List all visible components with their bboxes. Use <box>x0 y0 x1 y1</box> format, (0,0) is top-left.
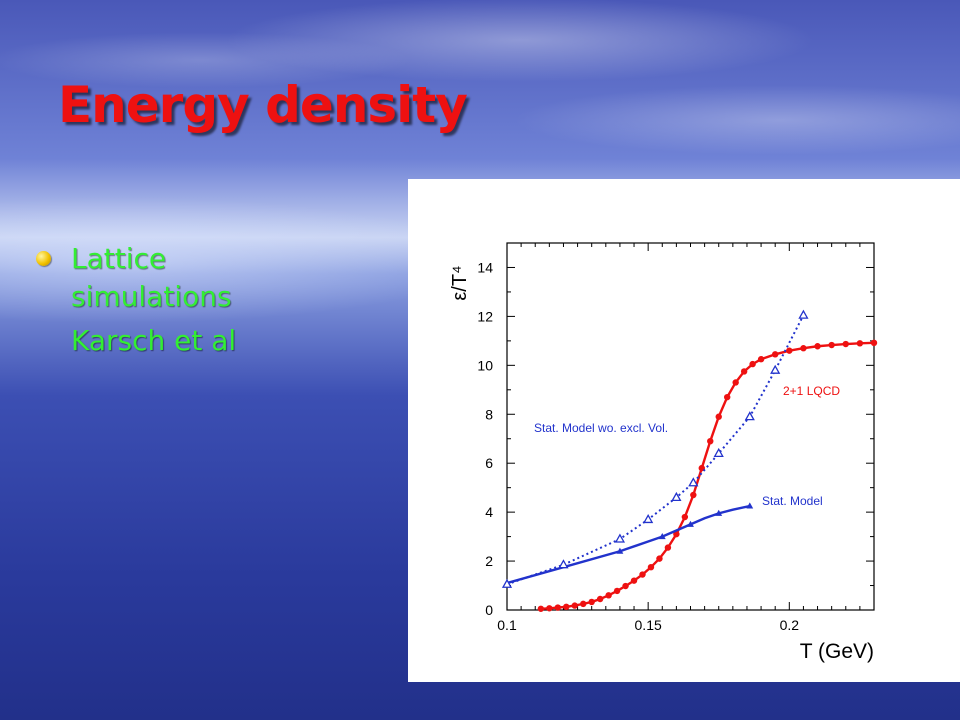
data-point <box>732 379 739 386</box>
data-point <box>746 502 754 509</box>
data-point <box>671 491 682 502</box>
series-label: Stat. Model <box>762 494 823 508</box>
x-tick-label: 0.2 <box>780 617 800 633</box>
data-point <box>744 411 755 421</box>
data-point <box>681 513 689 521</box>
series-label: 2+1 LQCD <box>783 384 840 398</box>
bullet-item: Lattice simulations <box>36 240 376 316</box>
data-point <box>771 351 779 358</box>
data-point <box>658 533 666 540</box>
data-point <box>656 555 663 562</box>
y-tick-label: 12 <box>477 308 493 324</box>
data-point <box>770 364 781 374</box>
data-point <box>842 340 849 348</box>
data-point <box>588 598 595 606</box>
data-point <box>724 393 731 401</box>
data-point <box>814 343 821 350</box>
y-tick-label: 8 <box>485 406 493 422</box>
series-label: Stat. Model wo. excl. Vol. <box>534 421 668 435</box>
y-tick-label: 14 <box>477 259 493 275</box>
data-point <box>687 520 694 527</box>
data-point <box>673 530 680 538</box>
data-point <box>688 477 699 487</box>
data-point <box>501 578 513 588</box>
data-point <box>715 413 722 420</box>
data-point <box>800 345 807 352</box>
x-axis-label: T (GeV) <box>800 640 874 663</box>
data-point <box>664 544 672 551</box>
bullet-list: Lattice simulations Karsch et al <box>36 240 376 360</box>
y-tick-label: 0 <box>485 602 493 618</box>
data-point <box>630 577 638 584</box>
data-point <box>749 360 756 368</box>
data-point <box>563 603 570 611</box>
data-point <box>870 339 878 347</box>
data-point <box>713 447 724 458</box>
data-point <box>740 368 748 375</box>
y-tick-label: 2 <box>485 553 493 569</box>
data-point <box>786 347 793 354</box>
data-point <box>537 605 545 612</box>
bullet-dot-icon <box>36 251 51 266</box>
x-tick-label: 0.1 <box>497 617 517 633</box>
data-point <box>757 356 765 363</box>
series-line-0 <box>540 341 874 610</box>
data-point <box>643 513 654 524</box>
data-point <box>856 340 864 347</box>
data-point <box>715 509 723 516</box>
data-point <box>546 605 553 612</box>
y-tick-label: 10 <box>477 357 493 373</box>
x-tick-label: 0.15 <box>635 617 662 633</box>
slide-title: Energy density <box>58 76 468 134</box>
data-point <box>798 309 809 319</box>
y-tick-label: 4 <box>485 504 493 520</box>
series-line-2 <box>507 314 805 586</box>
chart-panel: 0 2 4 6 8 10 12 14 0.1 0.15 0.2 T (GeV) ε/T⁴ 2+1 LQCD… <box>408 179 960 682</box>
energy-density-chart: 0 2 4 6 8 10 12 14 0.1 0.15 0.2T (GeV) ε/T⁴ 2+1 LQCD… <box>449 242 878 663</box>
data-point <box>828 341 835 349</box>
data-point <box>616 547 624 554</box>
data-point <box>647 563 655 571</box>
data-point <box>707 437 714 445</box>
data-point <box>613 587 621 595</box>
data-point <box>690 491 697 499</box>
data-point <box>622 582 629 590</box>
y-axis-label: ε/T⁴ <box>449 265 471 300</box>
data-point <box>580 600 587 608</box>
data-point <box>571 602 578 609</box>
series-line-1 <box>507 504 751 585</box>
data-point <box>639 571 646 578</box>
data-point <box>596 595 604 603</box>
y-tick-label: 6 <box>485 455 493 471</box>
data-point <box>605 592 612 599</box>
data-point <box>554 604 562 611</box>
data-point <box>614 533 626 543</box>
data-point <box>558 559 569 569</box>
bullet-subtext: Karsch et al <box>71 324 237 357</box>
bullet-text: Lattice simulations <box>71 242 232 313</box>
